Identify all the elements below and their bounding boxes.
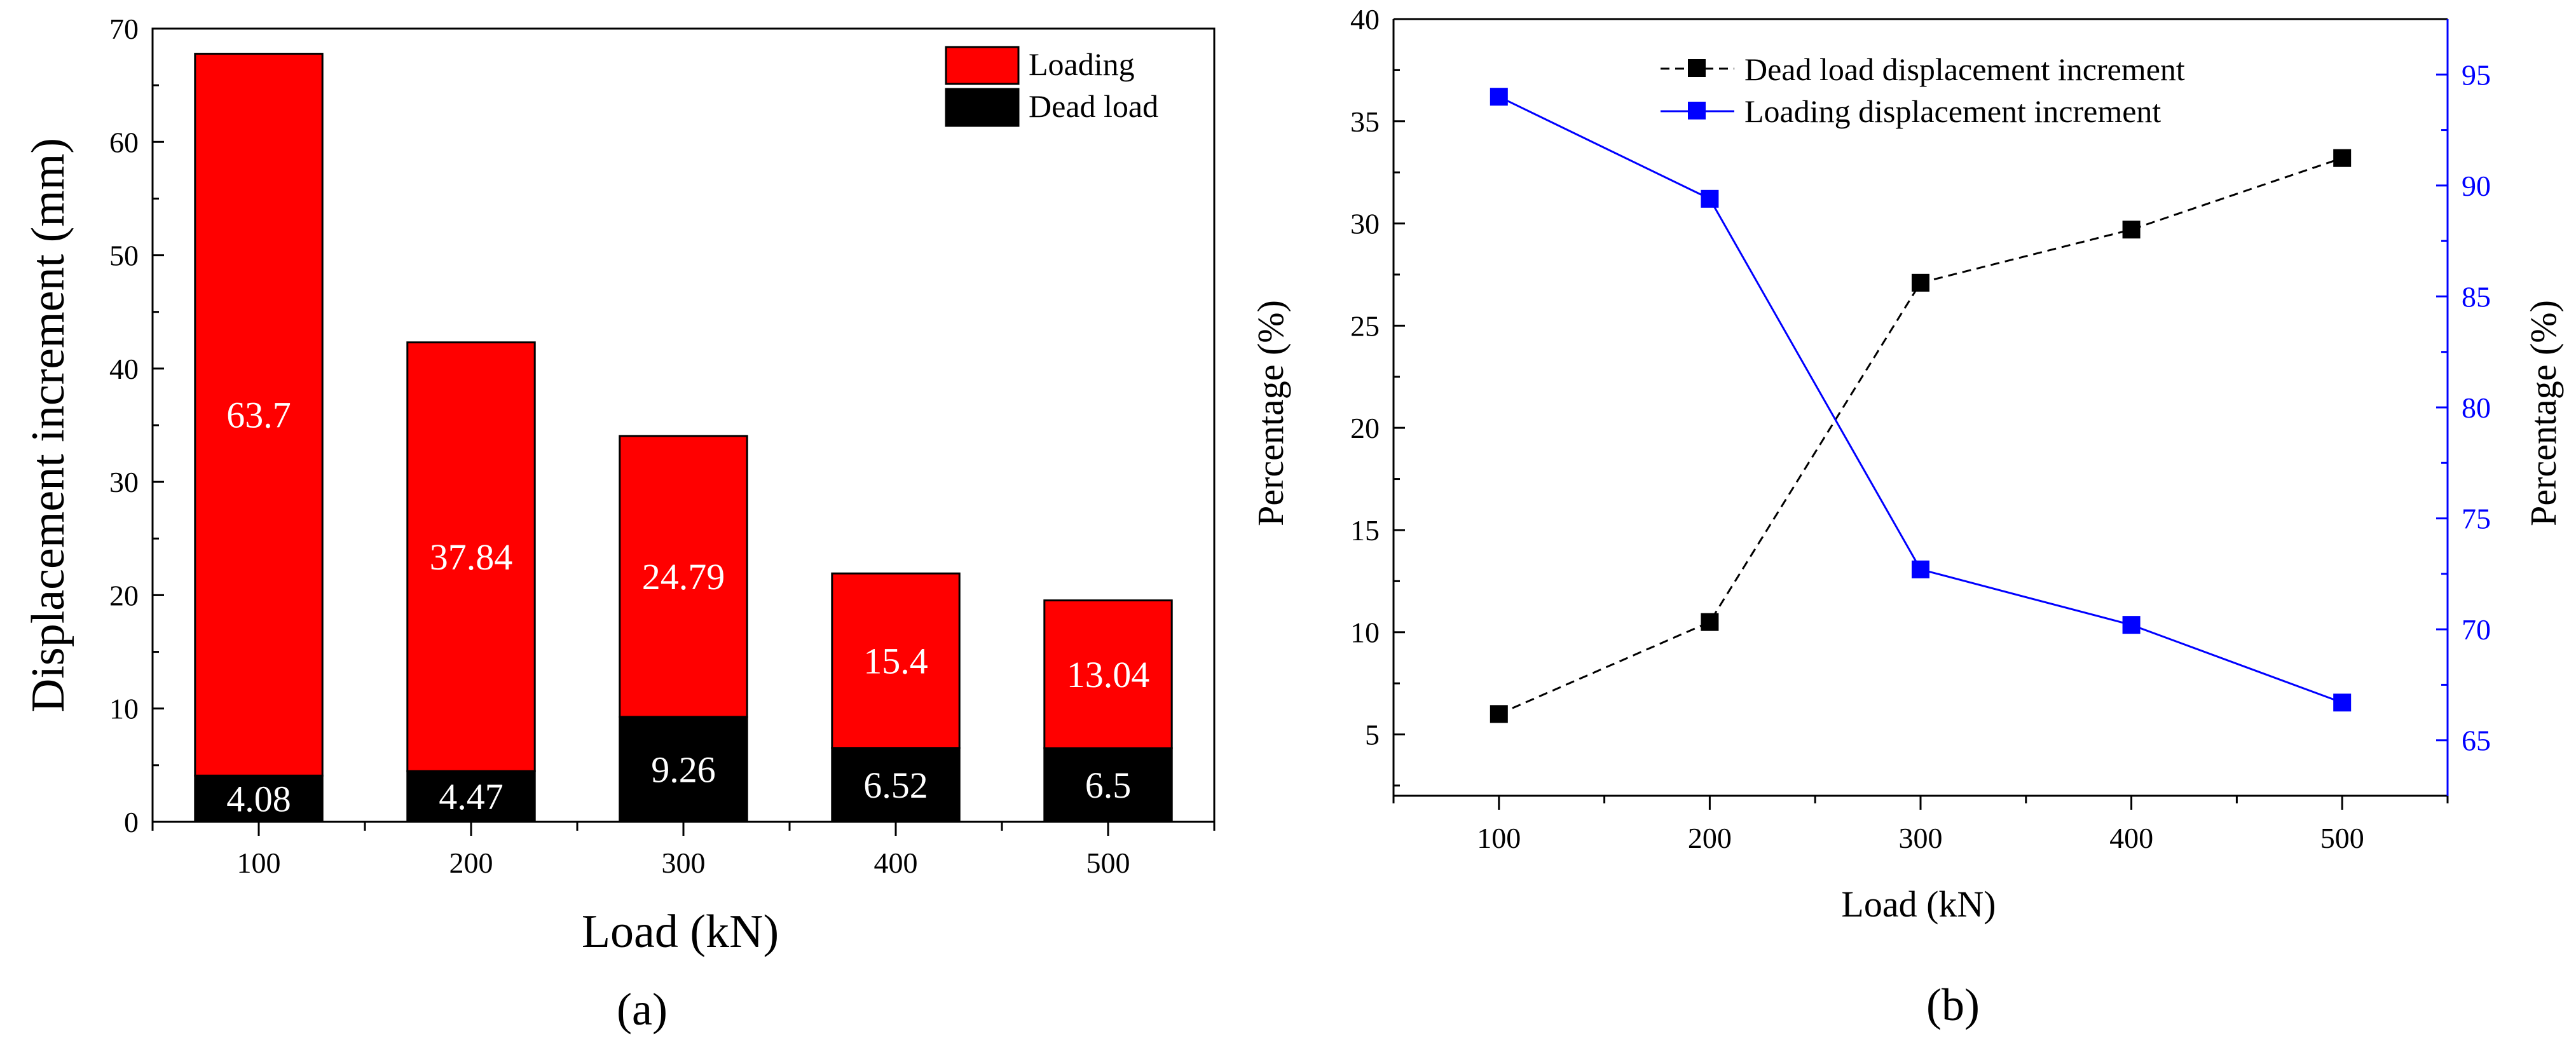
a-legend-label-dead-load: Dead load: [1029, 88, 1158, 124]
b-panel-label: (b): [1926, 979, 1980, 1030]
a-x-tick-label: 300: [662, 847, 706, 879]
a-y-tick-label: 70: [109, 13, 139, 45]
b-y-left-tick-label: 10: [1350, 617, 1380, 649]
a-y-tick-label: 40: [109, 353, 139, 385]
b-x-tick-label: 100: [1477, 822, 1521, 854]
b-y-axis-label-right: Percentage (%): [2523, 300, 2564, 526]
b-legend-marker-dead-load: [1688, 59, 1706, 77]
a-x-ticks: 100 200 300 400 500: [151, 822, 1216, 879]
a-bar-value-label: 15.4: [863, 640, 928, 681]
a-legend-swatch-loading: [945, 46, 1020, 85]
a-bar-loading: [831, 572, 961, 749]
b-legend: Dead load displacement increment Loading…: [1661, 51, 2185, 129]
b-point-dead-load-displacement-increment: [1912, 273, 1929, 292]
a-x-tick-label: 100: [237, 847, 281, 879]
a-bar-loading: [194, 53, 324, 777]
b-y-left-tick-label: 20: [1350, 412, 1380, 444]
a-y-tick-label: 20: [109, 579, 139, 611]
a-x-axis-label: Load (kN): [582, 906, 779, 958]
b-point-loading-displacement-increment: [2333, 693, 2352, 712]
b-point-loading-displacement-increment: [2122, 616, 2141, 634]
b-x-ticks: 100 200 300 400 500: [1392, 796, 2449, 854]
b-y-right-tick-label: 65: [2462, 725, 2491, 757]
a-bar-value-label: 6.5: [1085, 765, 1132, 806]
b-y-right-tick-label: 70: [2462, 613, 2491, 646]
b-line-loading-displacement-increment: [1498, 95, 2343, 704]
b-x-tick-label: 400: [2109, 822, 2153, 854]
b-legend-label-loading: Loading displacement increment: [1744, 93, 2161, 129]
a-y-tick-label: 60: [109, 126, 139, 158]
b-y-left-tick-label: 5: [1365, 719, 1380, 751]
a-bar-value-label: 4.47: [439, 776, 504, 817]
b-y-right-tick-label: 85: [2462, 280, 2491, 313]
a-bar-value-label: 13.04: [1067, 654, 1150, 695]
b-point-dead-load-displacement-increment: [2333, 149, 2352, 167]
a-bar-loading: [619, 435, 748, 718]
b-point-dead-load-displacement-increment: [2122, 221, 2141, 239]
a-y-tick-label: 30: [109, 466, 139, 498]
b-point-loading-displacement-increment: [1701, 189, 1719, 208]
b-series-lines: [1498, 95, 2343, 715]
a-y-axis-label: Displacement increment (mm): [22, 138, 74, 712]
a-bar-value-label: 24.79: [642, 556, 725, 597]
b-line-dead-load-displacement-increment: [1498, 157, 2343, 715]
a-legend-label-loading: Loading: [1029, 46, 1135, 82]
b-legend-marker-loading: [1688, 102, 1706, 119]
b-y-left-tick-label: 40: [1350, 3, 1380, 36]
b-point-dead-load-displacement-increment: [1701, 613, 1719, 631]
b-x-axis-label: Load (kN): [1841, 883, 1996, 925]
a-bar-value-label: 9.26: [651, 749, 716, 790]
a-bar-loading: [406, 341, 536, 772]
a-panel-label: (a): [617, 984, 668, 1035]
a-y-tick-label: 50: [109, 240, 139, 272]
a-y-tick-label: 0: [124, 806, 139, 838]
b-x-tick-label: 200: [1688, 822, 1732, 854]
a-bar-value-label: 4.08: [226, 779, 291, 820]
b-y-right-tick-label: 75: [2462, 503, 2491, 535]
b-y-ticks-left: 5 10 15 20 25 30 35 40: [1350, 3, 1405, 787]
b-y-left-tick-label: 30: [1350, 208, 1380, 240]
b-point-dead-load-displacement-increment: [1490, 705, 1508, 723]
a-x-tick-label: 500: [1086, 847, 1130, 879]
b-y-right-tick-label: 95: [2462, 58, 2491, 91]
a-bar-dead-load: [194, 774, 324, 823]
b-point-loading-displacement-increment: [1912, 560, 1929, 578]
a-bars: [194, 53, 1173, 823]
b-x-tick-label: 500: [2320, 822, 2364, 854]
panel-a-bar-chart: 4.08 63.7 4.47 37.84 9.26 24.79 6.52 15.4 6.5 13.…: [22, 13, 1216, 1035]
b-x-tick-label: 300: [1899, 822, 1943, 854]
a-y-ticks: 0 10 20 30 40 50 60 70: [109, 13, 164, 838]
panel-b-line-chart: 5 10 15 20 25 30 35 40 65 70 75 80 85 90 95 100 200 300…: [1250, 3, 2564, 1030]
b-y-right-tick-label: 90: [2462, 170, 2491, 202]
b-y-ticks-right: 65 70 75 80 85 90 95: [2436, 58, 2491, 757]
b-y-right-tick-label: 80: [2462, 392, 2491, 424]
a-bar-loading: [1043, 599, 1173, 749]
b-series-markers: [1490, 88, 2352, 723]
a-bar-value-label: 37.84: [430, 536, 513, 578]
a-bar-value-label: 63.7: [226, 394, 291, 435]
b-y-left-tick-label: 25: [1350, 310, 1380, 342]
b-y-axis-label-left: Percentage (%): [1250, 300, 1291, 526]
a-legend: Loading Dead load: [945, 46, 1158, 127]
b-point-loading-displacement-increment: [1490, 88, 1508, 106]
a-bar-value-label: 6.52: [863, 765, 928, 806]
a-x-tick-label: 200: [449, 847, 493, 879]
b-legend-label-dead-load: Dead load displacement increment: [1744, 51, 2185, 87]
b-y-left-tick-label: 15: [1350, 514, 1380, 547]
b-y-left-tick-label: 35: [1350, 106, 1380, 138]
a-x-tick-label: 400: [874, 847, 918, 879]
a-legend-swatch-dead-load: [945, 88, 1020, 127]
a-bar-labels: 4.08 63.7 4.47 37.84 9.26 24.79 6.52 15.4 6.5 13.…: [226, 394, 1149, 819]
a-y-tick-label: 10: [109, 693, 139, 725]
